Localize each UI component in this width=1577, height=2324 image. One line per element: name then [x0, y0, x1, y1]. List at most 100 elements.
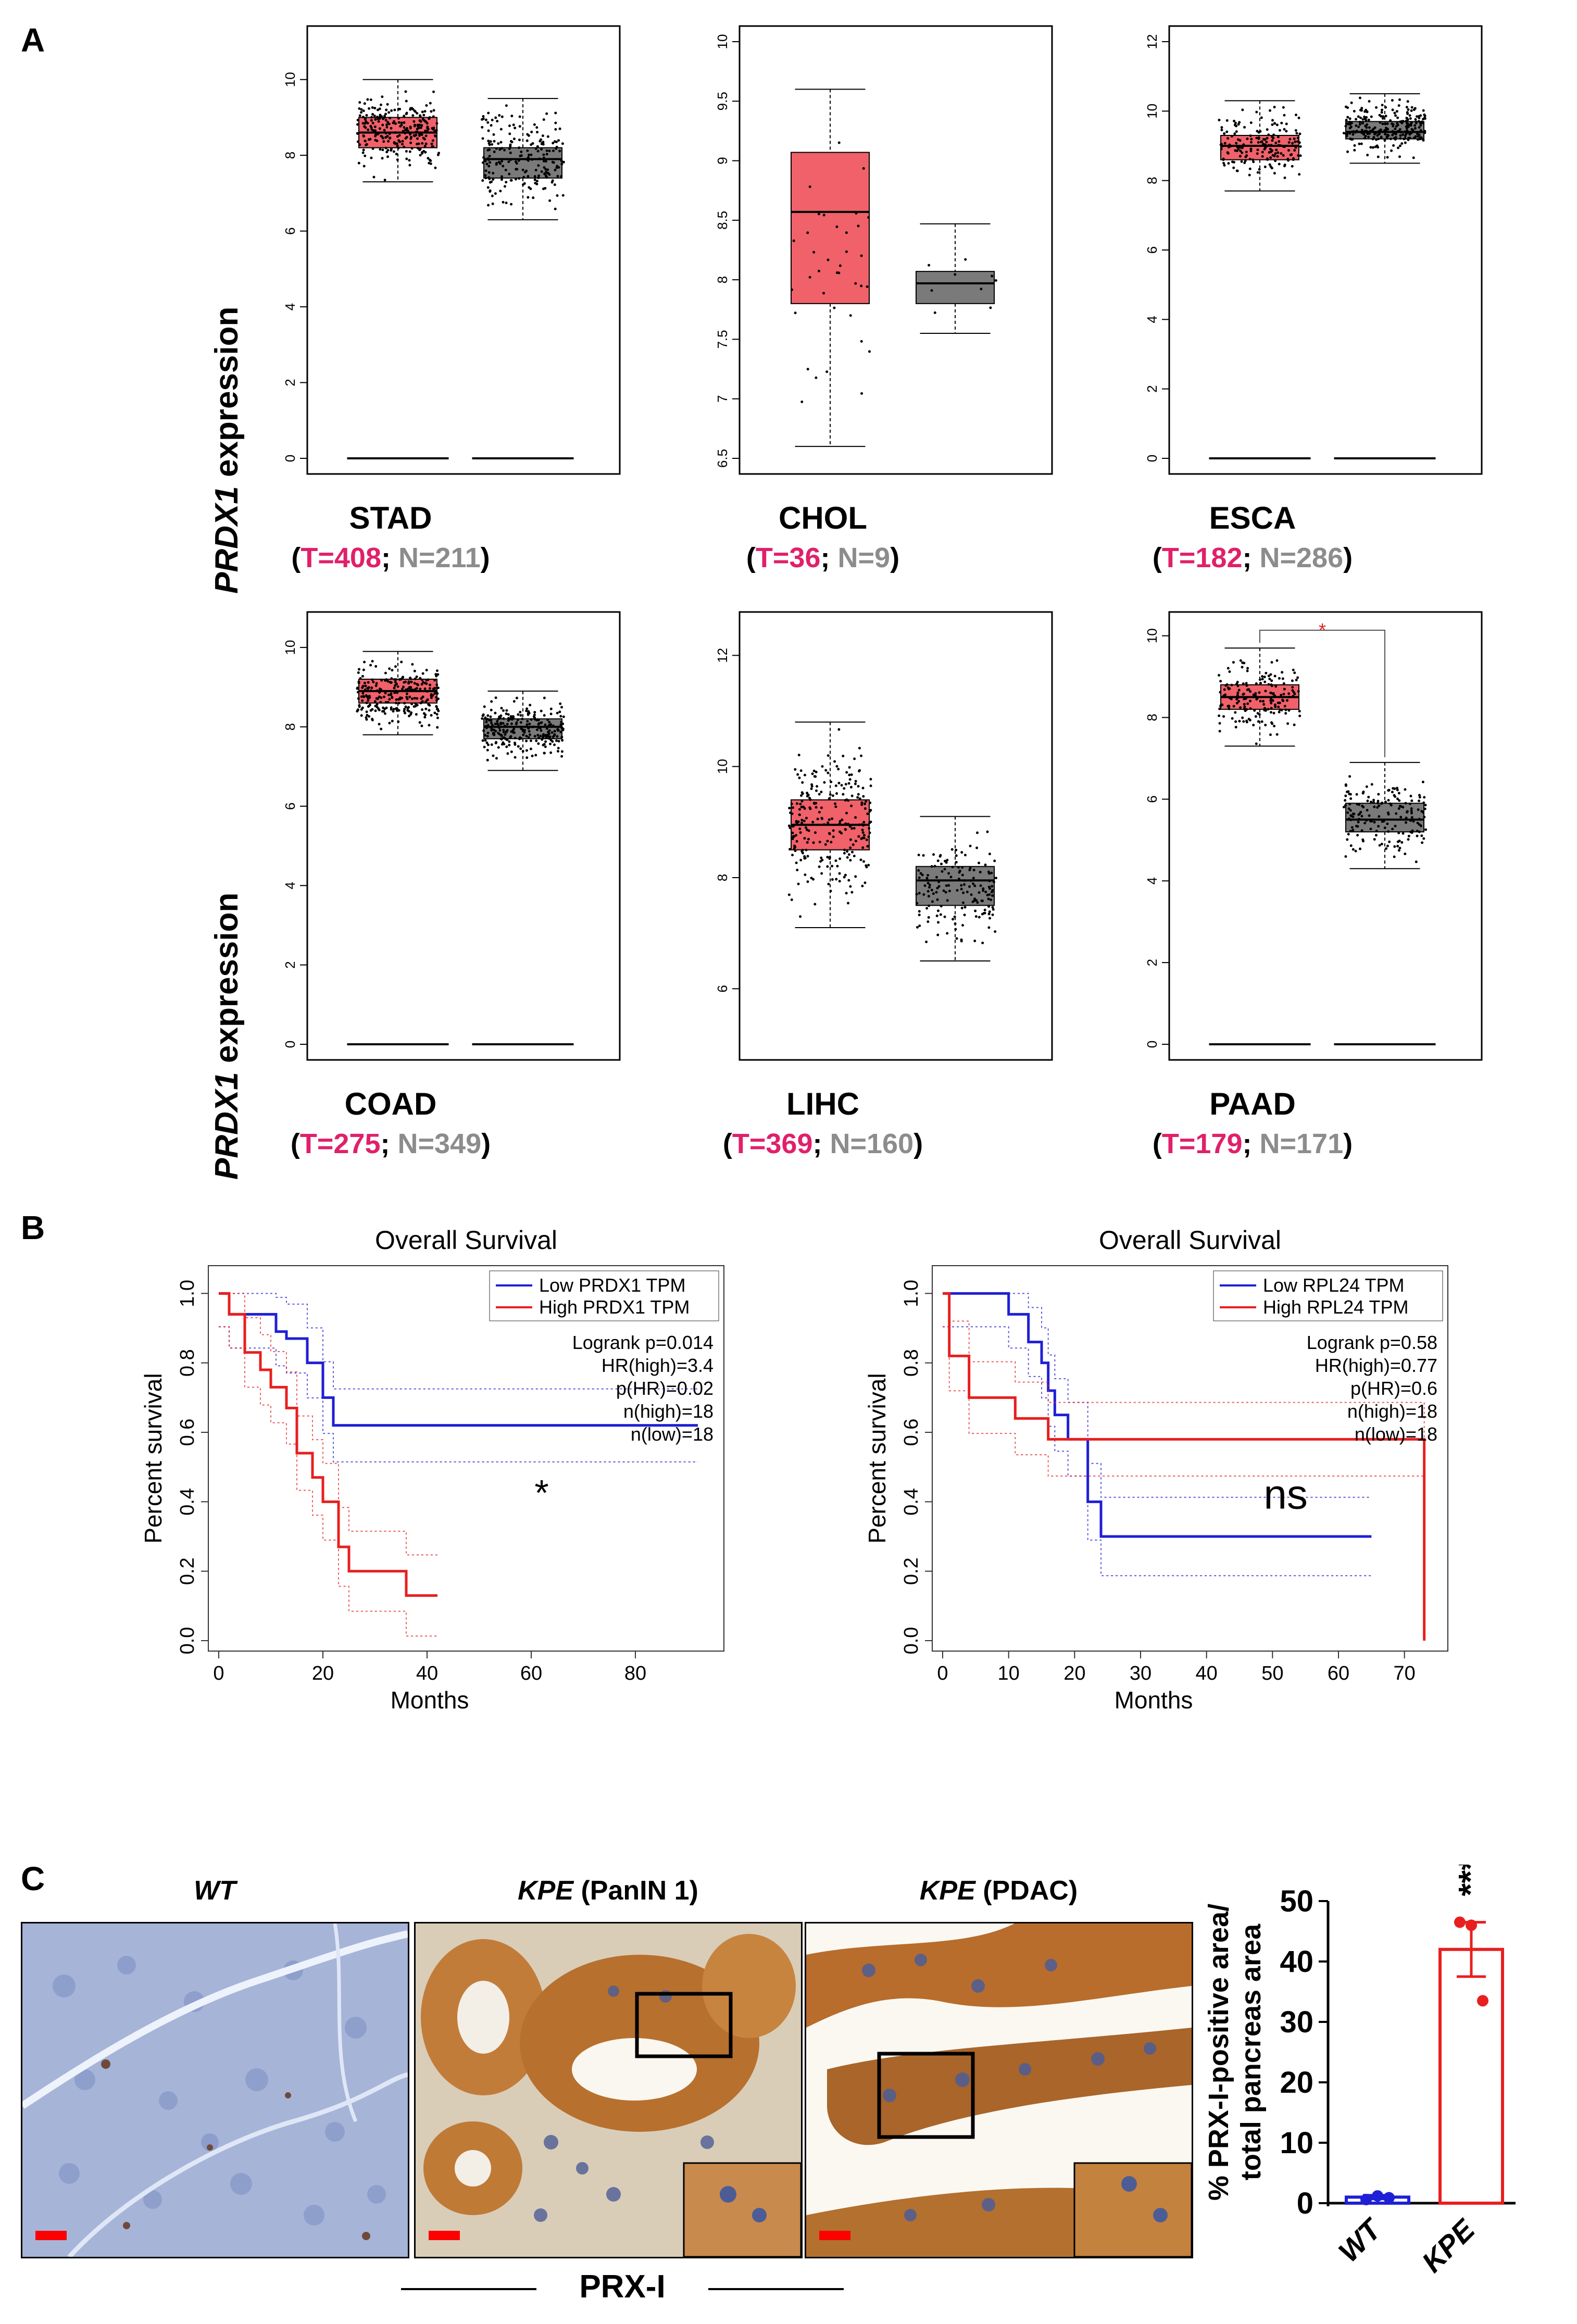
data-point: [1353, 813, 1356, 816]
data-point: [374, 139, 377, 142]
data-point: [506, 752, 509, 755]
data-point: [415, 675, 418, 678]
data-point: [1274, 159, 1277, 163]
data-point: [1260, 141, 1263, 144]
data-point: [548, 149, 551, 153]
data-point: [430, 693, 433, 696]
data-point: [528, 730, 531, 733]
data-point: [1291, 685, 1294, 689]
data-point: [378, 722, 381, 726]
data-point: [384, 671, 387, 674]
data-point: [363, 681, 366, 684]
bar-kpe: [1438, 1947, 1504, 2205]
data-point: [393, 142, 396, 145]
y-tick-label: 8: [715, 276, 730, 283]
data-point: [860, 392, 863, 395]
data-point: [1388, 840, 1391, 843]
data-point: [986, 830, 989, 833]
data-point: [862, 795, 865, 798]
data-point: [812, 841, 815, 844]
data-point: [854, 780, 857, 783]
y-tick-label: 8.5: [715, 211, 730, 230]
data-point: [1360, 142, 1363, 145]
data-point: [811, 820, 815, 823]
x-tick-label: 70: [1394, 1663, 1416, 1684]
data-point: [1353, 144, 1356, 147]
data-point: [1255, 697, 1258, 701]
data-point: [795, 802, 798, 805]
data-point: [1387, 813, 1390, 816]
data-point: [990, 898, 993, 902]
data-point: [1241, 108, 1244, 111]
data-point: [498, 729, 502, 732]
data-point: [1263, 680, 1267, 683]
data-point: [514, 756, 517, 759]
data-point: [1400, 142, 1404, 145]
data-point: [1397, 831, 1400, 834]
data-point: [515, 168, 518, 171]
data-point: [1355, 793, 1358, 796]
data-point: [392, 121, 395, 124]
data-point: [510, 203, 513, 206]
data-point: [1243, 707, 1246, 710]
data-point: [1254, 715, 1257, 718]
data-point: [379, 115, 382, 118]
scale-bar: [429, 2231, 460, 2240]
data-point: [1386, 137, 1389, 140]
data-point: [558, 149, 561, 153]
data-point: [800, 819, 804, 822]
data-point: [1383, 826, 1386, 829]
data-point: [799, 831, 802, 834]
confidence-band: [219, 1326, 437, 1637]
data-point: [537, 726, 540, 729]
data-point: [1237, 147, 1240, 151]
data-point: [835, 225, 838, 228]
data-point: [1361, 792, 1365, 795]
data-point: [988, 910, 991, 914]
data-point: [424, 713, 427, 716]
data-point: [424, 707, 428, 710]
data-point: [1262, 703, 1266, 706]
data-point: [1398, 805, 1401, 808]
data-point: [1265, 671, 1268, 674]
data-point: [869, 784, 872, 788]
data-point: [505, 738, 508, 741]
data-point: [490, 708, 493, 711]
data-point: [849, 785, 853, 789]
data-point: [801, 848, 804, 852]
data-point: [385, 678, 388, 681]
data-point: [1226, 667, 1230, 670]
data-point: [794, 768, 797, 771]
data-point: [488, 155, 491, 158]
data-point: [1291, 165, 1294, 168]
data-point: [1404, 130, 1407, 133]
data-point: [932, 853, 935, 856]
data-point: [1420, 120, 1423, 123]
data-point: [387, 140, 390, 143]
data-point: [829, 890, 832, 893]
data-point: [533, 178, 536, 181]
data-point: [1263, 147, 1266, 151]
data-point: [1278, 677, 1281, 680]
data-point: [393, 684, 396, 687]
data-point: [969, 879, 972, 882]
data-point: [514, 127, 517, 130]
plot-frame: [739, 611, 1053, 1061]
data-point: [1237, 123, 1240, 126]
data-point: [982, 889, 985, 892]
data-point: [357, 680, 360, 683]
data-point: [1409, 117, 1412, 120]
data-point: [961, 924, 965, 927]
data-point: [925, 877, 929, 880]
data-point: [527, 134, 530, 137]
data-point: [1271, 698, 1274, 702]
data-point: [1381, 104, 1384, 107]
data-point: [527, 154, 530, 157]
data-point: [1262, 138, 1265, 141]
data-point: [805, 817, 808, 820]
data-point: [537, 157, 541, 160]
data-point: [364, 122, 367, 125]
data-point: [930, 289, 933, 292]
data-point: [950, 848, 954, 851]
confidence-band: [943, 1293, 1372, 1498]
